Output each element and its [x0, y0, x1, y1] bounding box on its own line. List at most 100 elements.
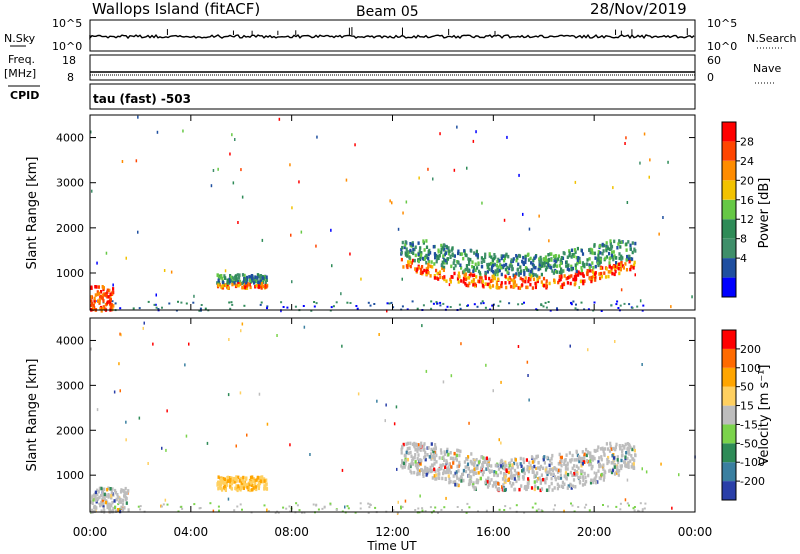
echo-pixel [617, 242, 620, 246]
echo-pixel [496, 259, 499, 264]
echo-pixel [417, 453, 420, 457]
echo-pixel [425, 270, 429, 274]
noise-pixel [538, 214, 540, 218]
noise-pixel [105, 251, 108, 255]
echo-pixel [578, 260, 582, 264]
echo-pixel [454, 456, 457, 461]
echo-pixel [533, 487, 536, 492]
echo-pixel [560, 455, 563, 460]
ground-scatter-pixel [467, 304, 469, 307]
echo-pixel [531, 466, 534, 470]
echo-pixel [406, 254, 409, 258]
echo-pixel [400, 247, 403, 252]
echo-pixel [570, 248, 574, 252]
ground-scatter-pixel [346, 505, 349, 508]
echo-pixel [630, 465, 633, 469]
echo-pixel [588, 462, 591, 467]
echo-pixel [593, 243, 596, 247]
noise-pixel [240, 168, 242, 172]
ground-scatter-pixel [628, 303, 631, 306]
echo-pixel [587, 451, 590, 455]
echo-pixel [435, 473, 438, 477]
echo-pixel [473, 460, 476, 465]
noise-pixel [667, 160, 669, 164]
echo-pixel [589, 454, 592, 458]
echo-pixel [606, 447, 610, 451]
echo-pixel [442, 469, 445, 473]
echo-pixel [490, 478, 493, 482]
echo-pixel [256, 475, 260, 480]
ground-scatter-pixel [545, 306, 548, 309]
echo-pixel [248, 275, 251, 279]
colorbar-tick-label: 15 [740, 400, 754, 413]
ground-scatter-pixel [193, 503, 196, 506]
echo-pixel [263, 479, 266, 483]
echo-pixel [503, 258, 506, 263]
echo-pixel [434, 469, 437, 473]
ground-scatter-pixel [359, 507, 362, 510]
echo-pixel [536, 486, 540, 490]
echo-pixel [473, 487, 476, 491]
echo-pixel [265, 482, 268, 486]
velocity-echo-layer [90, 321, 696, 515]
echo-pixel [225, 481, 228, 485]
echo-pixel [457, 483, 460, 488]
echo-pixel [455, 470, 458, 474]
power-ylabel: Slant Range [km] [25, 157, 40, 270]
ground-scatter-pixel [632, 507, 635, 510]
power-echo-layer [90, 115, 693, 313]
echo-pixel [408, 463, 411, 467]
echo-pixel [571, 466, 574, 471]
echo-pixel [480, 264, 483, 269]
echo-pixel [585, 453, 588, 458]
ground-scatter-pixel [541, 510, 544, 513]
noise-pixel [671, 506, 673, 510]
ground-scatter-pixel [459, 307, 462, 310]
echo-pixel [467, 269, 470, 273]
echo-pixel [414, 453, 417, 457]
echo-pixel [477, 478, 480, 483]
echo-pixel [481, 284, 484, 288]
echo-pixel [245, 476, 248, 480]
ground-scatter-pixel [312, 503, 315, 506]
echo-pixel [525, 458, 528, 462]
echo-pixel [550, 476, 553, 481]
echo-pixel [251, 276, 254, 281]
echo-pixel [522, 269, 525, 273]
echo-pixel [436, 257, 439, 261]
x-tick-label: 16:00 [476, 525, 511, 539]
echo-pixel [223, 477, 226, 481]
echo-pixel [565, 453, 568, 457]
echo-pixel [223, 484, 226, 489]
echo-pixel [243, 277, 246, 281]
echo-pixel [246, 277, 249, 282]
ground-scatter-pixel [323, 505, 326, 508]
noise-pixel [475, 130, 477, 134]
echo-pixel [453, 271, 456, 276]
ground-scatter-pixel [315, 302, 318, 305]
echo-pixel [433, 276, 436, 280]
echo-pixel [493, 256, 496, 261]
echo-pixel [583, 471, 586, 476]
echo-pixel [603, 271, 606, 275]
echo-pixel [522, 460, 525, 465]
noise-pixel [182, 129, 184, 133]
ground-scatter-pixel [282, 306, 285, 308]
echo-pixel [433, 474, 436, 478]
echo-pixel [494, 484, 497, 489]
echo-pixel [497, 257, 500, 262]
echo-pixel [605, 248, 608, 253]
echo-pixel [495, 263, 498, 268]
echo-pixel [615, 256, 618, 260]
echo-pixel [411, 258, 415, 263]
echo-pixel [531, 460, 534, 464]
echo-pixel [577, 475, 580, 480]
echo-pixel [543, 284, 546, 288]
echo-pixel [632, 266, 635, 270]
echo-pixel [413, 444, 416, 448]
colorbar-tick-label: 200 [740, 343, 761, 356]
echo-pixel [494, 463, 497, 468]
echo-pixel [401, 465, 404, 470]
echo-pixel [413, 247, 416, 252]
echo-pixel [494, 482, 497, 487]
